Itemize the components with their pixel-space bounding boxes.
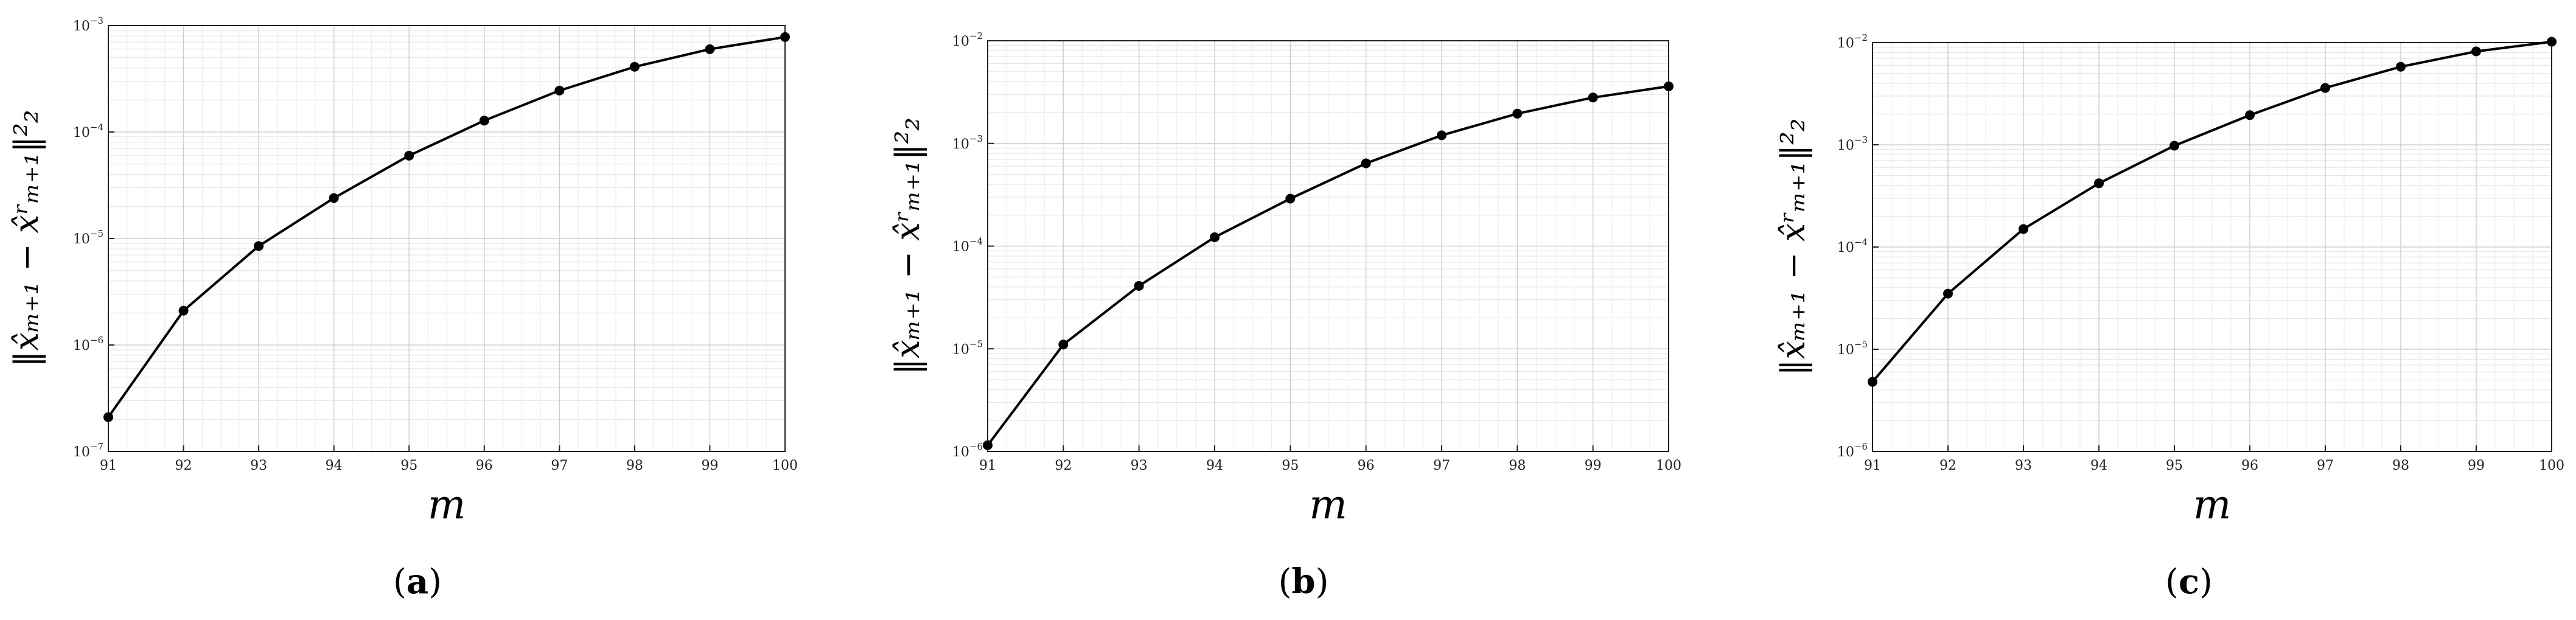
y-tick-label: 10−5 [73,228,103,247]
y-tick-label: 10−4 [1837,237,1868,256]
x-tick-label: 100 [772,458,798,473]
x-tick-label: 93 [250,458,267,473]
y-tick-label: 10−2 [1837,32,1868,51]
x-tick-label: 97 [1433,458,1450,473]
x-tick-label: 91 [979,458,996,473]
x-tick-label: 94 [1206,458,1223,473]
x-tick-label: 93 [2015,458,2032,473]
chart-panel-a: 91 92 93 94 95 96 97 98 99 100 10−7 10−6 10−5 10−4 10−… [7,15,798,602]
panel-caption: (a) [393,562,442,602]
y-tick-label: 10−6 [73,335,103,354]
y-tick-label: 10−3 [1837,134,1868,153]
panel-caption: (c) [2165,562,2213,602]
x-tick-label: 95 [1282,458,1299,473]
data-point [254,241,264,251]
x-axis-label: m [2193,481,2232,528]
x-tick-label: 100 [2539,458,2564,473]
data-point [2547,37,2557,47]
data-point [2320,83,2330,93]
x-tick-label: 92 [175,458,192,473]
x-tick-label: 93 [1131,458,1148,473]
y-tick-label: 10−4 [73,122,103,141]
data-point [629,61,640,72]
data-point [2471,46,2481,57]
data-point [780,32,790,42]
x-axis-label: m [428,481,466,528]
data-point [1512,108,1523,119]
data-point [479,116,489,126]
y-tick-label: 10−3 [73,15,103,34]
y-tick-label: 10−6 [1837,441,1868,460]
y-tick-label: 10−2 [952,30,983,49]
panel-caption: (b) [1279,562,1329,602]
grid [108,25,786,452]
data-point [2396,61,2406,72]
y-axis-label: ‖x̂ₘ₊₁ − x̂ʳₘ₊₁‖²₂ [7,110,46,367]
data-point [1134,280,1144,291]
x-tick-label: 92 [1939,458,1956,473]
data-point [705,44,715,54]
series-line [986,85,1669,447]
data-point [2169,141,2179,151]
x-tick-label: 98 [2392,458,2409,473]
series-line [107,35,786,418]
data-point [329,193,339,203]
x-tick-label: 100 [1656,458,1681,473]
data-point [1210,232,1220,242]
x-tick-label: 96 [2241,458,2258,473]
data-point [554,85,565,96]
x-tick-label: 94 [2090,458,2107,473]
y-tick-label: 10−6 [952,441,983,460]
data-point [983,440,993,450]
chart-panel-b: 91 92 93 94 95 96 97 98 99 100 10−6 10−5 10−4 10−3 10−… [888,30,1681,602]
x-tick-label: 97 [551,458,568,473]
x-tick-label: 92 [1055,458,1072,473]
data-point [2094,178,2104,189]
data-point [1943,288,1953,299]
x-tick-label: 96 [476,458,493,473]
chart-panel-c: 91 92 93 94 95 96 97 98 99 100 10−6 10−5 10−4 10−3 10−… [1774,32,2564,602]
y-axis-label: ‖x̂ₘ₊₁ − x̂ʳₘ₊₁‖²₂ [1774,118,1812,375]
data-point [2245,110,2255,120]
x-tick-label: 98 [626,458,643,473]
data-point [178,305,189,316]
data-point [404,150,414,161]
y-tick-label: 10−5 [1837,339,1868,358]
data-point [1285,193,1296,204]
data-point [1058,340,1069,350]
x-tick-label: 96 [1358,458,1375,473]
x-tick-label: 99 [1585,458,1602,473]
data-point [2019,224,2028,234]
x-tick-label: 99 [2468,458,2485,473]
y-axis-label: ‖x̂ₘ₊₁ − x̂ʳₘ₊₁‖²₂ [888,117,927,375]
data-point [1437,130,1447,141]
x-tick-label: 95 [2166,458,2183,473]
x-axis-label: m [1309,481,1347,528]
data-point [1588,92,1598,103]
x-tick-label: 98 [1509,458,1526,473]
x-tick-label: 91 [1864,458,1881,473]
x-tick-label: 91 [100,458,117,473]
y-tick-label: 10−7 [73,441,103,460]
x-tick-label: 94 [326,458,343,473]
x-tick-label: 99 [701,458,718,473]
x-tick-label: 95 [400,458,417,473]
y-tick-label: 10−5 [952,338,983,357]
data-point [1664,81,1674,91]
data-point [1868,377,1877,387]
y-tick-label: 10−3 [952,133,983,152]
y-tick-label: 10−4 [952,236,983,255]
x-tick-label: 97 [2317,458,2334,473]
data-point [103,412,113,422]
data-point [1361,158,1371,169]
series-line [1871,40,2552,383]
